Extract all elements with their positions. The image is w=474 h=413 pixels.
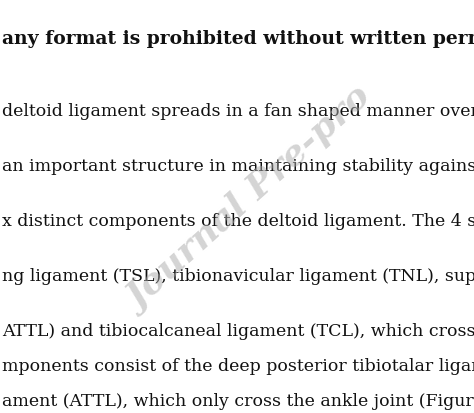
Text: ng ligament (TSL), tibionavicular ligament (TNL), superfic: ng ligament (TSL), tibionavicular ligame… bbox=[2, 267, 474, 284]
Text: x distinct components of the deltoid ligament. The 4 superf: x distinct components of the deltoid lig… bbox=[2, 212, 474, 230]
Text: any format is prohibited without written permission fre: any format is prohibited without written… bbox=[2, 30, 474, 48]
Text: Journal Pre-pro: Journal Pre-pro bbox=[121, 82, 378, 317]
Text: ATTL) and tibiocalcaneal ligament (TCL), which crosses the: ATTL) and tibiocalcaneal ligament (TCL),… bbox=[2, 322, 474, 339]
Text: mponents consist of the deep posterior tibiotalar ligament (: mponents consist of the deep posterior t… bbox=[2, 357, 474, 374]
Text: deltoid ligament spreads in a fan shaped manner over the m: deltoid ligament spreads in a fan shaped… bbox=[2, 103, 474, 120]
Text: an important structure in maintaining stability against valgu: an important structure in maintaining st… bbox=[2, 158, 474, 175]
Text: ament (ATTL), which only cross the ankle joint (Figure 3): ament (ATTL), which only cross the ankle… bbox=[2, 392, 474, 409]
